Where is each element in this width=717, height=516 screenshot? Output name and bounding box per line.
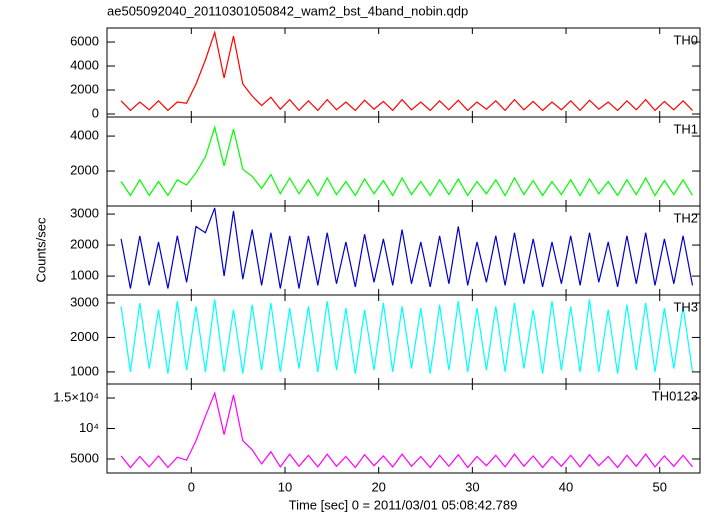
y-tick-label: 1000 xyxy=(70,363,99,378)
panel-frame xyxy=(106,116,701,207)
y-tick-label: 6000 xyxy=(70,33,99,48)
light-curve xyxy=(120,391,693,469)
y-tick-label: 2000 xyxy=(70,162,99,177)
x-axis-label: Time [sec] 0 = 2011/03/01 05:08:42.789 xyxy=(289,497,518,512)
panel-frame xyxy=(106,27,701,118)
light-curve xyxy=(120,299,694,374)
y-tick-label: 2000 xyxy=(70,329,99,344)
y-axis-label: Counts/sec xyxy=(33,217,48,283)
light-curve xyxy=(120,125,694,197)
light-curve xyxy=(120,30,693,112)
y-tick-label: 4000 xyxy=(70,57,99,72)
x-tick-label: 30 xyxy=(465,479,479,494)
y-tick-label: 5000 xyxy=(70,450,99,465)
x-tick-label: 40 xyxy=(559,479,573,494)
y-tick-label: 1.5×10⁴ xyxy=(53,389,99,404)
y-tick-label: 3000 xyxy=(70,206,99,221)
y-tick-label: 10⁴ xyxy=(79,420,99,435)
x-tick-label: 50 xyxy=(652,479,666,494)
y-tick-label: 2000 xyxy=(70,237,99,252)
panel-label: TH0123 xyxy=(652,388,698,403)
panel-frame xyxy=(106,205,701,296)
panel-label: TH0 xyxy=(673,32,698,47)
panel-label: TH3 xyxy=(673,299,698,314)
y-tick-label: 3000 xyxy=(70,294,99,309)
y-tick-label: 4000 xyxy=(70,127,99,142)
x-tick-label: 20 xyxy=(371,479,385,494)
light-curve xyxy=(120,207,694,289)
x-tick-label: 0 xyxy=(188,479,195,494)
y-tick-label: 0 xyxy=(92,105,99,120)
panel-label: TH2 xyxy=(673,210,698,225)
x-tick-label: 10 xyxy=(278,479,292,494)
y-tick-label: 1000 xyxy=(70,268,99,283)
panel-label: TH1 xyxy=(673,121,698,136)
chart-title: ae505092040_20110301050842_wam2_bst_4ban… xyxy=(107,3,468,18)
y-tick-label: 2000 xyxy=(70,81,99,96)
